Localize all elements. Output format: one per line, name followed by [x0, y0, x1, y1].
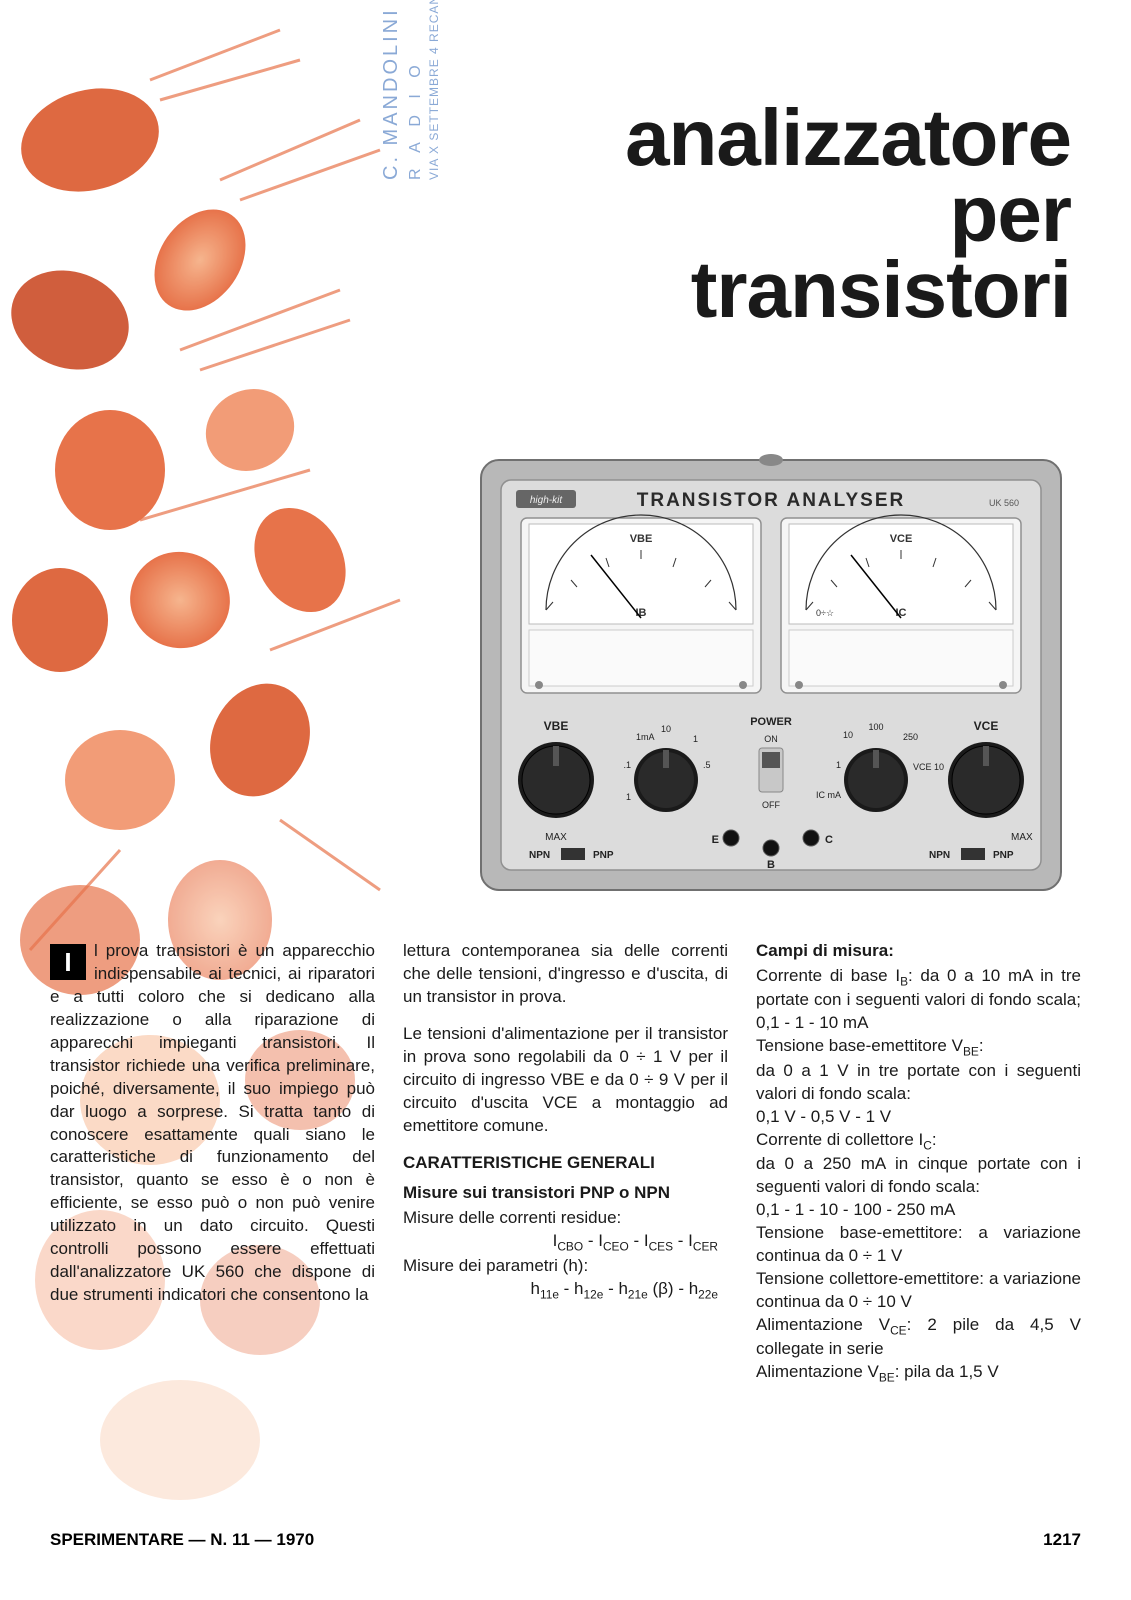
footer-right: 1217 [1043, 1530, 1081, 1550]
col2-sub1: Misure sui transistori PNP o NPN [403, 1182, 728, 1205]
col2-p1: lettura contemporanea sia delle correnti… [403, 940, 728, 1009]
svg-text:VCE 10: VCE 10 [913, 762, 944, 772]
svg-text:1: 1 [693, 734, 698, 744]
svg-text:NPN: NPN [929, 850, 950, 861]
svg-text:E: E [712, 834, 719, 846]
svg-text:VCE: VCE [890, 533, 913, 545]
col2-params: h11e - h12e - h21e (β) - h22e [403, 1278, 728, 1302]
svg-text:1: 1 [626, 792, 631, 802]
svg-text:250: 250 [903, 732, 918, 742]
stamp-line-2: R A D I O [407, 0, 425, 180]
column-2: lettura contemporanea sia delle correnti… [403, 940, 728, 1385]
col2-residue: ICBO - ICEO - ICES - ICER [403, 1230, 728, 1254]
stamp-line-3: VIA X SETTEMBRE 4 RECANATI [427, 0, 441, 180]
panel-title: TRANSISTOR ANALYSER [637, 490, 906, 511]
svg-text:C: C [825, 834, 833, 846]
col3-p6: Alimentazione VCE: 2 pile da 4,5 V colle… [756, 1314, 1081, 1361]
svg-text:100: 100 [868, 722, 883, 732]
svg-text:.1: .1 [623, 760, 631, 770]
col3-p7: Alimentazione VBE: pila da 1,5 V [756, 1361, 1081, 1385]
dropcap: I [50, 944, 86, 980]
svg-text:B: B [767, 859, 775, 871]
svg-text:IC mA: IC mA [816, 790, 841, 800]
svg-text:0÷☆: 0÷☆ [816, 608, 834, 618]
meter-vce: VCE IC 0÷☆ [781, 515, 1021, 693]
meter-vbe: VBE IB [521, 515, 761, 693]
page-footer: SPERIMENTARE — N. 11 — 1970 1217 [50, 1530, 1081, 1550]
svg-text:ON: ON [764, 734, 778, 744]
svg-text:10: 10 [843, 730, 853, 740]
svg-text:1mA: 1mA [636, 732, 655, 742]
col3-p1: Corrente di base IB: da 0 a 10 mA in tre… [756, 965, 1081, 1035]
transistor-analyser-photo: high-kit TRANSISTOR ANALYSER UK 560 [471, 440, 1071, 900]
svg-text:VBE: VBE [630, 533, 653, 545]
svg-text:PNP: PNP [593, 850, 614, 861]
svg-text:MAX: MAX [1011, 832, 1033, 843]
svg-text:1: 1 [836, 760, 841, 770]
svg-text:.5: .5 [703, 760, 711, 770]
col2-p2: Le tensioni d'alimentazione per il trans… [403, 1023, 728, 1138]
svg-text:10: 10 [661, 724, 671, 734]
col3-heading: Campi di misura: [756, 940, 1081, 963]
col3-p4: Tensione base-emettitore: a variazione c… [756, 1222, 1081, 1268]
svg-text:VCE: VCE [974, 719, 999, 733]
article-title: analizzatore per transistori [625, 100, 1071, 328]
svg-text:OFF: OFF [762, 800, 780, 810]
col2-p4: Misure dei parametri (h): [403, 1255, 728, 1278]
column-3: Campi di misura: Corrente di base IB: da… [756, 940, 1081, 1385]
col3-p3: Corrente di collettore IC:da 0 a 250 mA … [756, 1129, 1081, 1222]
col2-p3: Misure delle correnti residue: [403, 1207, 728, 1230]
footer-left: SPERIMENTARE — N. 11 — 1970 [50, 1530, 314, 1550]
svg-text:VBE: VBE [544, 719, 569, 733]
brand-label: high-kit [530, 495, 563, 506]
library-stamp: C. MANDOLINI R A D I O VIA X SETTEMBRE 4… [380, 0, 441, 180]
col3-p5: Tensione collettore-emettitore: a variaz… [756, 1268, 1081, 1314]
svg-text:MAX: MAX [545, 832, 567, 843]
col2-heading: CARATTERISTICHE GENERALI [403, 1152, 728, 1175]
svg-text:POWER: POWER [750, 716, 792, 728]
model-label: UK 560 [989, 498, 1019, 508]
col1-p1: l prova transistori è un apparecchio ind… [50, 941, 375, 1304]
stamp-line-1: C. MANDOLINI [380, 0, 403, 180]
svg-text:NPN: NPN [529, 850, 550, 861]
column-1: I l prova transistori è un apparecchio i… [50, 940, 375, 1385]
col3-p2: Tensione base-emettitore VBE:da 0 a 1 V … [756, 1035, 1081, 1128]
svg-text:PNP: PNP [993, 850, 1014, 861]
title-line-3: transistori [691, 245, 1071, 334]
